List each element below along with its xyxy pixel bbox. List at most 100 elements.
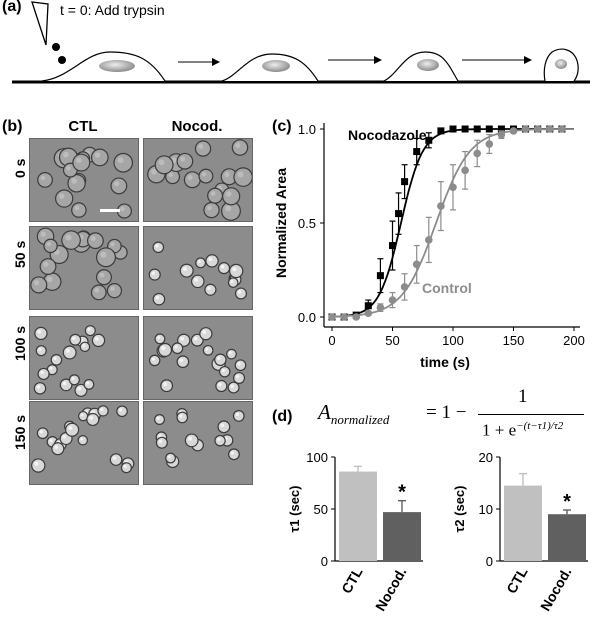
y-tick-label: 100	[306, 450, 328, 465]
data-point-square	[389, 242, 396, 250]
row-label-0s: 0 s	[12, 158, 28, 178]
nucleus	[417, 59, 439, 71]
pipette-shape	[31, 1, 49, 46]
micrograph-tile	[143, 138, 253, 222]
row-label-50s: 50 s	[12, 240, 28, 268]
x-tick-label: 50	[385, 333, 399, 348]
data-point-circle	[352, 313, 360, 321]
trypsin-drop	[58, 56, 66, 64]
fit-equation: Anormalized = 1 − 1 1 + e−(t−τ1)/τ2	[318, 386, 598, 446]
column-header-nocod: Nocod.	[171, 118, 223, 135]
tau1-bar-chart: 0 50 100 τ1 (sec) CTL * Nocod.	[287, 450, 423, 614]
micrograph-tile	[143, 316, 253, 400]
arrow-icon	[212, 58, 220, 66]
y-axis-label: Normalized Area	[273, 168, 289, 278]
arrow-icon	[374, 56, 382, 64]
bar-nocod	[383, 512, 421, 561]
x-tick-label: 0	[328, 333, 335, 348]
category-label: CTL	[338, 564, 366, 596]
data-point-circle	[546, 125, 554, 133]
data-point-circle	[461, 166, 469, 175]
y-axis-label: τ2 (sec)	[452, 486, 467, 533]
fraction-bar	[478, 414, 584, 415]
cell-rounding-schematic	[12, 1, 590, 84]
y-tick-label: 0	[486, 554, 493, 569]
data-point-circle	[509, 127, 518, 135]
scale-bar	[100, 209, 120, 212]
data-point-square	[401, 178, 409, 186]
trypsin-annotation: t = 0: Add trypsin	[60, 2, 165, 18]
data-point-circle	[449, 183, 457, 192]
bar-ctl	[339, 471, 377, 561]
data-point-circle	[533, 125, 542, 133]
y-tick-label: 10	[479, 502, 493, 517]
y-tick-label: 0.0	[298, 310, 316, 325]
significance-star: *	[398, 482, 406, 504]
data-point-square	[497, 125, 505, 133]
series-label-nocodazole: Nocodazole	[348, 127, 427, 143]
data-point-circle	[558, 125, 566, 133]
column-header-ctl: CTL	[68, 118, 98, 135]
x-tick-label: 150	[503, 333, 525, 348]
data-point-circle	[485, 140, 494, 148]
data-point-circle	[340, 313, 348, 321]
data-point-circle	[376, 303, 385, 312]
micrograph-tile	[29, 401, 139, 485]
data-point-circle	[388, 296, 397, 304]
series-label-control: Control	[422, 280, 472, 296]
bar-ctl	[504, 485, 542, 561]
panel-d-label: (d)	[272, 408, 293, 425]
data-point-circle	[521, 125, 530, 133]
category-label: Nocod.	[372, 565, 410, 614]
micrograph-tile	[143, 226, 253, 310]
significance-star: *	[563, 491, 571, 513]
data-point-square	[364, 302, 372, 310]
data-point-square	[473, 125, 481, 133]
equation-lhs: Anormalized	[318, 400, 390, 428]
nucleus	[262, 60, 290, 72]
data-point-circle	[437, 202, 445, 210]
data-point-square	[449, 125, 457, 133]
data-point-circle	[400, 283, 409, 291]
data-point-square	[437, 127, 445, 135]
tau2-bar-chart: 0 10 20 τ2 (sec) CTL * Nocod.	[452, 450, 588, 614]
bar-nocod	[548, 514, 586, 561]
trypsin-drop	[52, 43, 60, 51]
arrow-icon	[524, 56, 532, 64]
panel-b-label: (b)	[2, 118, 23, 135]
data-point-circle	[425, 236, 433, 244]
y-tick-label: 20	[479, 450, 493, 465]
category-label: Nocod.	[537, 565, 575, 614]
x-tick-label: 200	[563, 333, 585, 348]
data-point-square	[425, 136, 433, 144]
equation-numerator: 1	[518, 386, 528, 407]
y-tick-label: 0.5	[298, 216, 316, 231]
equation-denominator: 1 + e−(t−τ1)/τ2	[482, 420, 564, 440]
row-label-100s: 100 s	[12, 325, 28, 361]
micrograph-tile	[143, 401, 253, 485]
x-axis-label: time (s)	[420, 354, 470, 370]
nucleus	[555, 59, 567, 69]
nucleus	[99, 60, 135, 72]
data-point-square	[461, 125, 469, 133]
data-point-circle	[473, 149, 481, 158]
data-point-square	[485, 125, 493, 133]
data-point-circle	[412, 260, 421, 269]
data-point-square	[395, 210, 403, 218]
category-label: CTL	[503, 564, 531, 596]
micrograph-tile	[29, 226, 139, 310]
data-point-circle	[364, 309, 373, 318]
micrograph-tile	[29, 138, 139, 222]
normalized-area-chart: 0 50 100 150 200 0.0 0.5 1.0 time (s) Normalized …	[273, 122, 585, 370]
x-tick-label: 100	[442, 333, 464, 348]
y-axis-label: τ1 (sec)	[287, 486, 302, 533]
row-label-150s: 150 s	[12, 414, 28, 450]
y-tick-label: 1.0	[298, 122, 316, 137]
data-point-square	[413, 148, 421, 156]
data-point-circle	[328, 313, 336, 321]
data-point-square	[376, 272, 384, 280]
y-tick-label: 50	[314, 502, 328, 517]
equation-equals: = 1 −	[426, 402, 467, 423]
panel-a-label: (a)	[2, 0, 22, 15]
panel-c-label: (c)	[272, 118, 292, 135]
